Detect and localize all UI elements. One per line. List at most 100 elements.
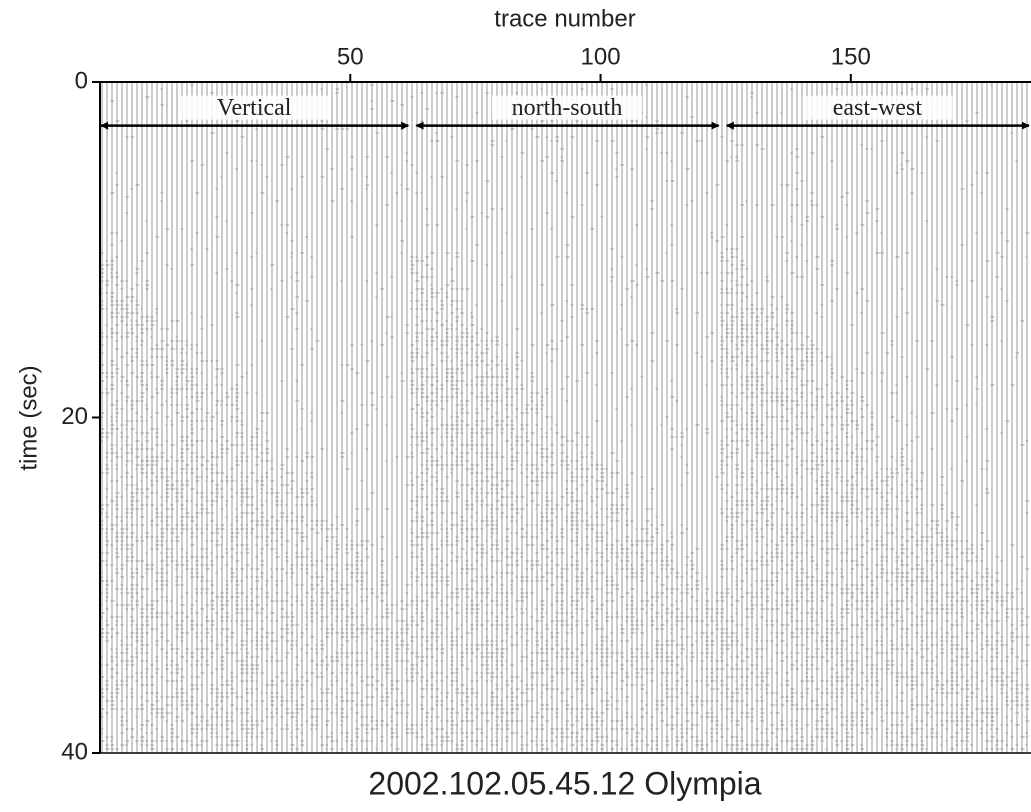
trace (745, 82, 750, 753)
trace (375, 82, 380, 753)
trace (785, 82, 790, 753)
trace (305, 82, 310, 753)
trace (210, 82, 215, 753)
annotation-bg (492, 95, 643, 120)
trace (780, 82, 785, 753)
trace (250, 82, 255, 753)
trace (1025, 82, 1030, 753)
trace (390, 82, 395, 753)
trace (910, 82, 915, 753)
trace (330, 82, 335, 753)
trace (630, 82, 635, 753)
trace (135, 82, 140, 753)
trace (180, 82, 185, 753)
trace (625, 82, 630, 753)
trace (450, 82, 455, 753)
trace (345, 82, 350, 753)
trace (760, 82, 765, 753)
trace (230, 82, 235, 753)
trace (200, 82, 205, 753)
trace (665, 82, 670, 753)
trace (1015, 82, 1020, 753)
trace (310, 82, 315, 753)
trace (475, 82, 480, 753)
x-tick-label: 50 (337, 43, 364, 70)
chart-title: 2002.102.05.45.12 Olympia (368, 765, 761, 801)
trace (225, 82, 230, 753)
trace (720, 82, 725, 753)
trace (770, 82, 775, 753)
trace (195, 82, 200, 753)
trace (695, 82, 700, 753)
trace (350, 82, 355, 753)
trace (965, 82, 970, 753)
trace (165, 82, 170, 753)
trace (830, 82, 835, 753)
trace (865, 82, 870, 753)
trace (155, 82, 160, 753)
trace (1005, 82, 1010, 753)
trace (380, 82, 385, 753)
trace (875, 82, 880, 753)
trace (805, 82, 810, 753)
trace (340, 82, 345, 753)
trace (710, 82, 715, 753)
trace (775, 82, 780, 753)
trace (535, 82, 540, 753)
trace (215, 82, 220, 753)
trace (920, 82, 925, 753)
trace (400, 82, 405, 753)
trace (510, 82, 515, 753)
trace (240, 82, 245, 753)
trace (815, 82, 820, 753)
trace (800, 82, 805, 753)
trace (810, 82, 815, 753)
trace (605, 82, 610, 753)
trace (700, 82, 705, 753)
y-axis-label: time (sec) (15, 365, 42, 470)
trace (560, 82, 565, 753)
annotation-label: north-south (512, 95, 623, 121)
trace (685, 82, 690, 753)
trace (360, 82, 365, 753)
trace (325, 82, 330, 753)
trace (765, 82, 770, 753)
trace (990, 82, 995, 753)
trace (515, 82, 520, 753)
trace (500, 82, 505, 753)
trace (415, 82, 420, 753)
trace (790, 82, 795, 753)
x-axis-label: trace number (494, 5, 635, 32)
trace (270, 82, 275, 753)
trace (705, 82, 710, 753)
trace (725, 82, 730, 753)
trace (255, 82, 260, 753)
trace (385, 82, 390, 753)
trace (905, 82, 910, 753)
trace (610, 82, 615, 753)
trace (105, 82, 110, 753)
x-tick-label: 100 (581, 43, 621, 70)
trace (320, 82, 325, 753)
trace (490, 82, 495, 753)
trace (900, 82, 905, 753)
trace (895, 82, 900, 753)
trace (185, 82, 190, 753)
trace (505, 82, 510, 753)
trace (680, 82, 685, 753)
trace (235, 82, 240, 753)
annotation-bg (179, 95, 330, 120)
trace (1000, 82, 1005, 753)
trace (335, 82, 340, 753)
trace (485, 82, 490, 753)
trace (480, 82, 485, 753)
trace (525, 82, 530, 753)
trace (495, 82, 500, 753)
trace (1020, 82, 1025, 753)
annotation-label: Vertical (217, 95, 292, 121)
trace (655, 82, 660, 753)
trace (795, 82, 800, 753)
trace (690, 82, 695, 753)
trace (130, 82, 135, 753)
